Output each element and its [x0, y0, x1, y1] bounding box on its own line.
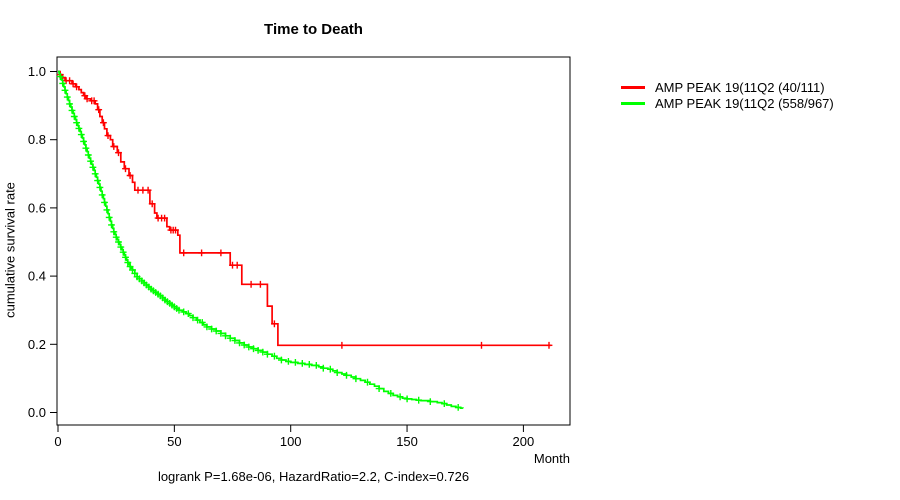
stats-annotation: logrank P=1.68e-06, HazardRatio=2.2, C-i… [157, 469, 470, 484]
svg-text:0.4: 0.4 [28, 269, 46, 284]
survival-curve-red [58, 70, 552, 347]
legend-item-group1: AMP PEAK 19(11Q2 (40/111) [621, 79, 834, 95]
censor-marks-green [56, 73, 462, 411]
y-axis-label: cumulative survival rate [2, 182, 18, 318]
svg-text:50: 50 [167, 434, 181, 449]
x-axis-label: Month [533, 451, 570, 466]
svg-text:0.8: 0.8 [28, 132, 46, 147]
x-axis: 0 50 100 150 200 [54, 425, 534, 449]
legend: AMP PEAK 19(11Q2 (40/111) AMP PEAK 19(11… [621, 79, 834, 111]
legend-line-green-icon [621, 101, 645, 105]
svg-text:1.0: 1.0 [28, 64, 46, 79]
plot-box [56, 56, 571, 426]
legend-label-group1: AMP PEAK 19(11Q2 (40/111) [655, 79, 825, 95]
legend-label-group2: AMP PEAK 19(11Q2 (558/967) [655, 95, 834, 111]
svg-text:0.6: 0.6 [28, 200, 46, 215]
legend-line-red-icon [621, 85, 645, 89]
svg-text:0.2: 0.2 [28, 337, 46, 352]
y-axis: 0.0 0.2 0.4 0.6 0.8 1.0 [28, 64, 57, 420]
censor-marks-red [56, 71, 553, 349]
legend-item-group2: AMP PEAK 19(11Q2 (558/967) [621, 95, 834, 111]
svg-text:200: 200 [513, 434, 535, 449]
svg-text:100: 100 [280, 434, 302, 449]
chart-title: Time to Death [264, 21, 363, 38]
svg-text:0: 0 [54, 434, 61, 449]
svg-text:150: 150 [396, 434, 418, 449]
svg-text:0.0: 0.0 [28, 405, 46, 420]
